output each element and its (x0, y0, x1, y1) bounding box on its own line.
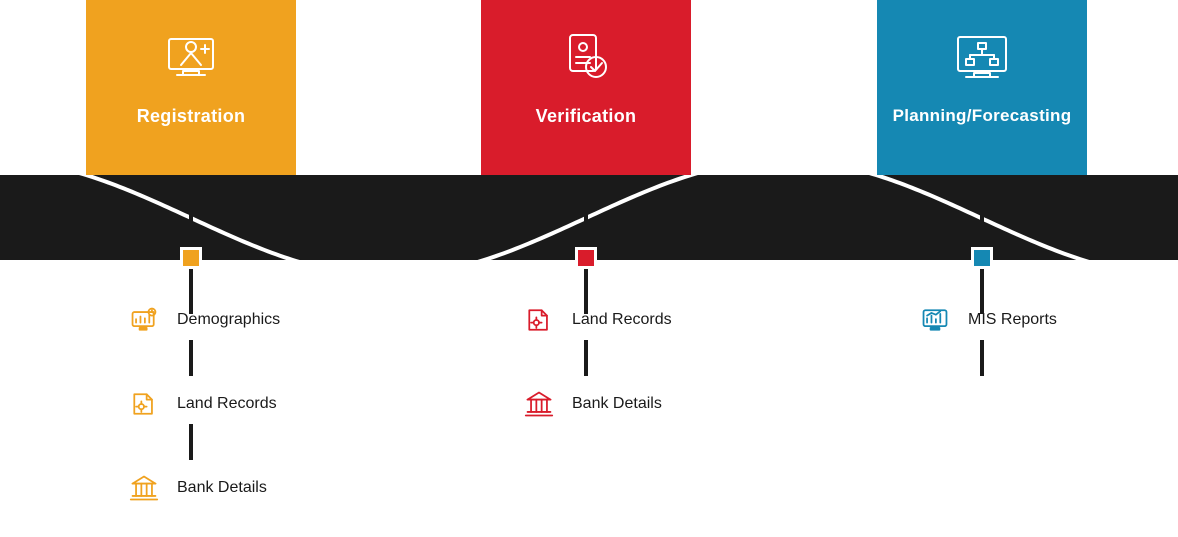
item-label: Land Records (177, 395, 277, 413)
card-planning: Planning/Forecasting (877, 0, 1087, 175)
item-label: Bank Details (572, 395, 662, 413)
item-verification-0: Land Records (522, 303, 672, 337)
connector-planning-0 (980, 340, 984, 376)
item-registration-1: Land Records (127, 387, 277, 421)
diagram-stage: Registration Demographics Land Records (0, 0, 1178, 537)
demographics-icon (127, 303, 161, 337)
land-records-icon (127, 387, 161, 421)
card-registration: Registration (86, 0, 296, 175)
node-registration (180, 247, 202, 269)
bank-icon (127, 471, 161, 505)
node-planning (971, 247, 993, 269)
stem-registration (189, 175, 193, 314)
connector-registration-0 (189, 340, 193, 376)
item-label: Demographics (177, 311, 280, 329)
card-title-planning: Planning/Forecasting (893, 106, 1072, 126)
item-label: Bank Details (177, 479, 267, 497)
stem-planning (980, 175, 984, 314)
land-records-icon (522, 303, 556, 337)
item-registration-2: Bank Details (127, 471, 267, 505)
bank-icon (522, 387, 556, 421)
card-verification: Verification (481, 0, 691, 175)
item-planning-0: MIS Reports (918, 303, 1057, 337)
item-label: MIS Reports (968, 311, 1057, 329)
connector-verification-0 (584, 340, 588, 376)
verification-icon (551, 22, 621, 92)
node-verification (575, 247, 597, 269)
item-registration-0: Demographics (127, 303, 280, 337)
stem-verification (584, 175, 588, 314)
mis-icon (918, 303, 952, 337)
planning-icon (947, 22, 1017, 92)
connector-registration-1 (189, 424, 193, 460)
registration-icon (156, 22, 226, 92)
card-title-verification: Verification (536, 106, 637, 127)
item-verification-1: Bank Details (522, 387, 662, 421)
item-label: Land Records (572, 311, 672, 329)
card-title-registration: Registration (137, 106, 246, 127)
